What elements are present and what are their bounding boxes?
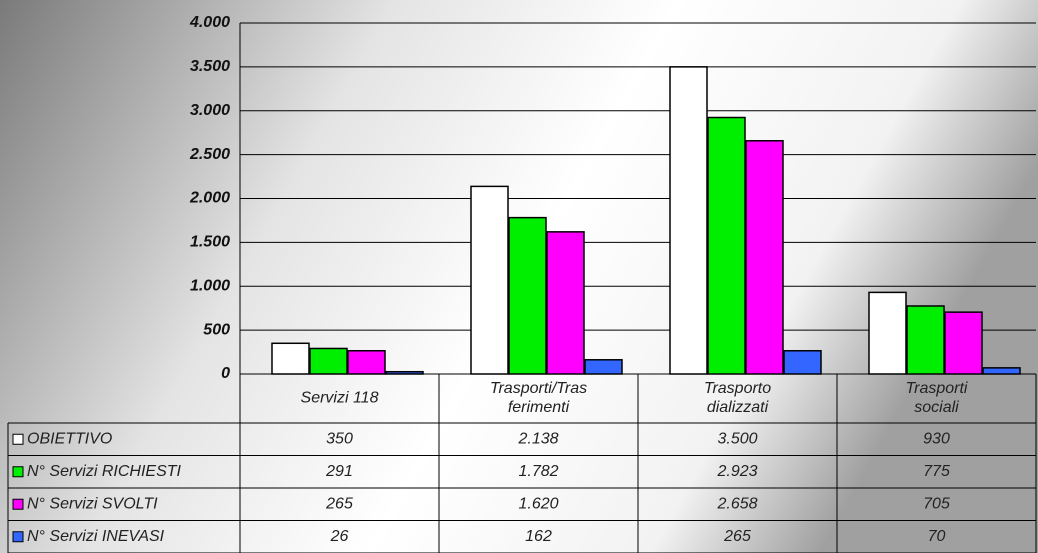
table-value: 3.500	[717, 430, 757, 447]
y-tick-label: 1.000	[190, 277, 230, 294]
x-tick-label: Trasporti sociali	[906, 380, 968, 416]
legend-label: N° Servizi RICHIESTI	[27, 463, 182, 480]
x-tick-label-line: sociali	[914, 399, 959, 416]
table-value: 291	[325, 463, 353, 480]
y-tick-label: 4.000	[189, 14, 230, 31]
legend-swatch	[12, 498, 24, 510]
bar	[347, 349, 386, 375]
table-value: 350	[326, 430, 353, 447]
table-value: 70	[928, 528, 946, 545]
table-value: 2.658	[716, 495, 757, 512]
x-tick-label-line: Trasporti/Tras	[490, 380, 587, 397]
bar	[508, 216, 547, 375]
y-tick-label: 500	[203, 321, 230, 338]
y-tick-label: 3.000	[190, 102, 230, 119]
bar	[982, 367, 1021, 375]
table-value: 265	[325, 495, 353, 512]
bar	[669, 66, 708, 375]
y-tick-label: 2.000	[189, 190, 230, 207]
bar	[470, 185, 509, 375]
bar	[944, 311, 983, 375]
x-tick-label-line: dializzati	[707, 399, 769, 416]
x-tick-label-line: Trasporto	[704, 380, 771, 397]
bar	[546, 231, 585, 375]
bar	[906, 305, 945, 375]
table-value: 1.620	[518, 495, 558, 512]
legend-label: OBIETTIVO	[27, 430, 112, 447]
bar	[783, 349, 822, 375]
x-tick-label-line: ferimenti	[508, 399, 570, 416]
bar	[309, 347, 348, 375]
table-value: 930	[923, 430, 950, 447]
legend-label: N° Servizi SVOLTI	[27, 495, 158, 512]
table-value: 162	[525, 528, 552, 545]
bar	[584, 359, 623, 375]
legend-swatch	[12, 466, 24, 478]
bar	[271, 342, 310, 375]
bar	[868, 291, 907, 375]
table-value: 1.782	[518, 463, 558, 480]
x-tick-label: Servizi 118	[301, 390, 379, 407]
x-tick-label: Trasporto dializzati	[704, 380, 771, 416]
legend-swatch	[12, 433, 24, 445]
table-value: 705	[923, 495, 950, 512]
x-tick-label: Trasporti/Tras ferimenti	[490, 380, 587, 416]
x-tick-label-line: Trasporti	[906, 380, 968, 397]
legend-swatch	[12, 531, 24, 543]
y-tick-label: 2.500	[189, 146, 230, 163]
legend-label: N° Servizi INEVASI	[27, 528, 165, 545]
table-value: 775	[923, 463, 950, 480]
table-value: 26	[330, 528, 349, 545]
x-tick-label-line: Servizi 118	[301, 390, 379, 407]
bar	[745, 140, 784, 375]
y-tick-label: 0	[221, 365, 230, 382]
table-value: 2.923	[716, 463, 757, 480]
table-value: 265	[723, 528, 751, 545]
bar	[707, 116, 746, 375]
y-tick-label: 1.500	[190, 234, 230, 251]
table-value: 2.138	[517, 430, 558, 447]
y-tick-label: 3.500	[190, 58, 230, 75]
